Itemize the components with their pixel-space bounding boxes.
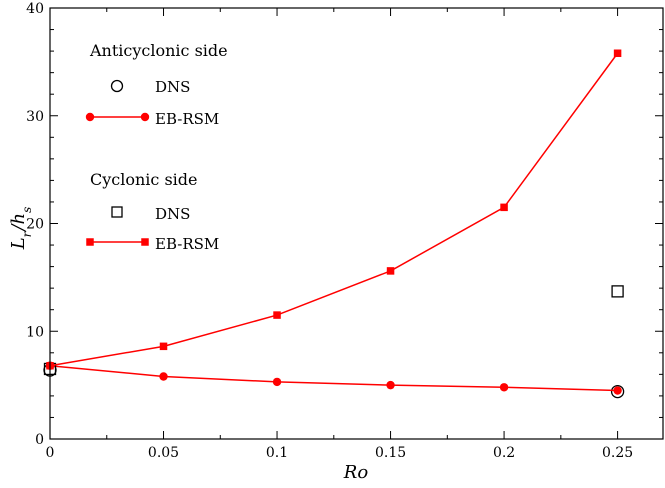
- x-tick-label: 0.2: [493, 445, 515, 461]
- legend-label-cyclonic-dns: DNS: [155, 205, 190, 223]
- legend-marker-cyclonic-ebrsm: [141, 238, 149, 246]
- series-layer: [43, 49, 625, 399]
- x-tick-label: 0.25: [602, 445, 633, 461]
- data-point-anticyclonic-dns: [610, 384, 625, 399]
- x-tick-label: 0.05: [148, 445, 179, 461]
- legend-marker-anticyclonic-dns: [110, 79, 124, 93]
- data-point-anticyclonic-ebrsm: [613, 386, 622, 395]
- legend-header-anticyclonic: Anticyclonic side: [89, 41, 228, 60]
- series-line-anticyclonic-ebrsm: [49, 364, 618, 392]
- y-tick-label: 20: [26, 217, 44, 233]
- y-axis-title-sub-s: s: [20, 207, 34, 213]
- legend-marker-anticyclonic-ebrsm: [140, 112, 150, 122]
- y-axis-title-sub-r: r: [20, 230, 34, 237]
- legend-label-cyclonic-ebrsm: EB-RSM: [155, 235, 219, 253]
- data-point-cyclonic-ebrsm: [159, 342, 168, 351]
- y-tick-label: 30: [26, 109, 44, 125]
- data-point-cyclonic-ebrsm: [613, 49, 622, 58]
- legend-label-anticyclonic-ebrsm: EB-RSM: [155, 110, 219, 128]
- y-tick-label: 10: [26, 324, 44, 340]
- legend-header-cyclonic: Cyclonic side: [90, 170, 198, 189]
- y-tick-label: 0: [35, 432, 44, 448]
- data-point-anticyclonic-ebrsm: [159, 372, 168, 381]
- tick-labels: 0 0.05 0.1 0.15 0.2 0.25 0 10 20 30 40: [26, 1, 633, 461]
- x-tick-label: 0.1: [266, 445, 288, 461]
- data-point-cyclonic-ebrsm: [386, 267, 395, 275]
- y-tick-label: 40: [26, 1, 44, 17]
- y-axis-title: Lr/hs: [8, 207, 34, 251]
- x-tick-label: 0: [46, 445, 55, 461]
- data-point-cyclonic-ebrsm: [273, 311, 281, 319]
- legend-symbols: [85, 79, 150, 246]
- legend-marker-anticyclonic-ebrsm: [85, 112, 95, 122]
- legend-label-anticyclonic-dns: DNS: [155, 78, 190, 96]
- data-point-anticyclonic-ebrsm: [499, 383, 509, 392]
- x-axis-title: Ro: [343, 462, 369, 483]
- x-tick-label: 0.15: [375, 445, 406, 461]
- legend-marker-cyclonic-ebrsm: [86, 238, 94, 246]
- data-point-cyclonic-ebrsm: [500, 203, 508, 212]
- series-line-cyclonic-ebrsm: [49, 52, 619, 367]
- data-point-anticyclonic-ebrsm: [386, 380, 395, 390]
- plot-frame: [49, 7, 664, 440]
- legend: Anticyclonic side DNS EB-RSM Cyclonic si…: [85, 41, 228, 253]
- data-point-anticyclonic-ebrsm: [272, 377, 282, 387]
- legend-marker-cyclonic-dns: [111, 206, 123, 218]
- data-point-cyclonic-dns: [611, 285, 624, 298]
